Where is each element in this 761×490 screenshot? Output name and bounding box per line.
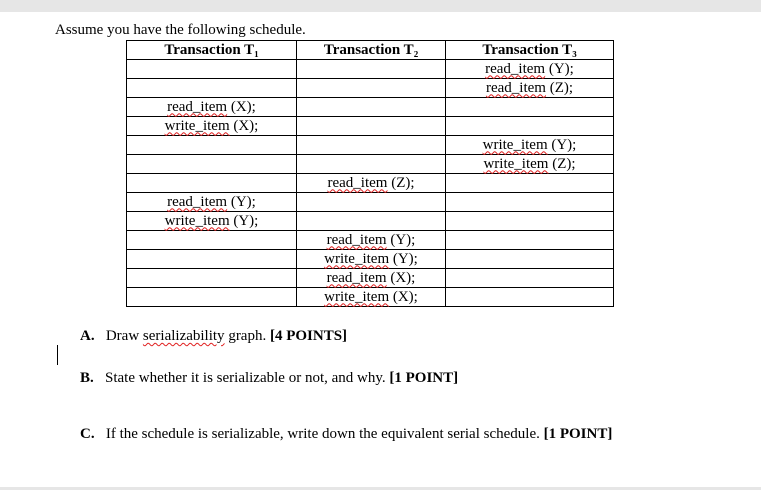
- table-cell: write_item (Z);: [445, 154, 614, 174]
- table-cell: [126, 249, 297, 269]
- table-cell: [445, 116, 614, 136]
- table-cell: read_item (Y);: [445, 59, 614, 79]
- operation-text: read_item (Y);: [167, 193, 256, 210]
- table-cell: read_item (Z);: [445, 78, 614, 98]
- question-letter: C.: [80, 426, 95, 442]
- question-letter: A.: [80, 328, 95, 344]
- table-row: read_item (Y);: [126, 192, 614, 212]
- question-points: [1 POINT]: [389, 370, 459, 386]
- table-cell: read_item (Y);: [296, 230, 446, 250]
- table-cell: read_item (X);: [296, 268, 446, 288]
- question-points: [1 POINT]: [543, 426, 613, 442]
- table-row: read_item (X);: [126, 97, 614, 117]
- table-cell: [296, 154, 446, 174]
- table-cell: [296, 78, 446, 98]
- document-page[interactable]: Assume you have the following schedule. …: [0, 12, 761, 487]
- question-text: Draw serializability graph.: [105, 328, 267, 344]
- column-header: Transaction T₂: [296, 40, 446, 60]
- table-row: write_item (Z);: [126, 154, 614, 174]
- table-cell: write_item (X);: [296, 287, 446, 307]
- operation-text: read_item (Y);: [485, 60, 574, 77]
- operation-text: read_item (Z);: [485, 79, 574, 96]
- table-row: write_item (Y);: [126, 249, 614, 269]
- table-cell: write_item (X);: [126, 116, 297, 136]
- table-cell: [126, 230, 297, 250]
- operation-text: read_item (X);: [326, 269, 416, 286]
- table-cell: [126, 154, 297, 174]
- table-cell: read_item (Y);: [126, 192, 297, 212]
- table-cell: [126, 287, 297, 307]
- table-row: read_item (Y);: [126, 230, 614, 250]
- table-cell: [445, 268, 614, 288]
- operation-text: write_item (X);: [164, 117, 259, 134]
- table-cell: [126, 135, 297, 155]
- table-cell: [126, 59, 297, 79]
- question-a: A. Draw serializability graph. [4 POINTS…: [80, 328, 347, 345]
- table-cell: [126, 268, 297, 288]
- operation-text: write_item (Y);: [164, 212, 259, 229]
- operation-text: read_item (X);: [167, 98, 256, 115]
- table-cell: [445, 192, 614, 212]
- question-c: C. If the schedule is serializable, writ…: [80, 426, 612, 443]
- table-cell: write_item (Y);: [445, 135, 614, 155]
- table-cell: [445, 230, 614, 250]
- table-cell: [126, 173, 297, 193]
- table-cell: [445, 249, 614, 269]
- table-row: read_item (Z);: [126, 78, 614, 98]
- table-row: read_item (Z);: [126, 173, 614, 193]
- text-cursor: [57, 345, 58, 365]
- column-header: Transaction T₁: [126, 40, 297, 60]
- table-cell: [296, 97, 446, 117]
- column-header: Transaction T₃: [445, 40, 614, 60]
- question-text: If the schedule is serializable, write d…: [105, 426, 540, 442]
- table-cell: [296, 135, 446, 155]
- table-cell: [445, 173, 614, 193]
- table-cell: [445, 211, 614, 231]
- question-points: [4 POINTS]: [269, 328, 348, 344]
- table-cell: write_item (Y);: [126, 211, 297, 231]
- operation-text: write_item (Z);: [483, 155, 576, 172]
- table-row: write_item (X);: [126, 116, 614, 136]
- schedule-table: Transaction T₁ Transaction T₂ Transaction …: [126, 40, 614, 307]
- table-cell: [126, 78, 297, 98]
- question-letter: B.: [80, 370, 94, 386]
- table-row: write_item (Y);: [126, 135, 614, 155]
- operation-text: read_item (Y);: [326, 231, 416, 248]
- intro-text: Assume you have the following schedule.: [55, 22, 306, 38]
- question-text: State whether it is serializable or not,…: [105, 370, 386, 386]
- table-cell: [296, 211, 446, 231]
- table-cell: [445, 97, 614, 117]
- operation-text: read_item (Z);: [327, 174, 415, 191]
- question-b: B. State whether it is serializable or n…: [80, 370, 458, 387]
- table-cell: [296, 59, 446, 79]
- operation-text: write_item (Y);: [482, 136, 577, 153]
- table-cell: [296, 192, 446, 212]
- table-cell: write_item (Y);: [296, 249, 446, 269]
- operation-text: write_item (Y);: [324, 250, 418, 267]
- table-cell: read_item (X);: [126, 97, 297, 117]
- table-cell: [445, 287, 614, 307]
- table-row: write_item (Y);: [126, 211, 614, 231]
- table-row: write_item (X);: [126, 287, 614, 307]
- table-cell: read_item (Z);: [296, 173, 446, 193]
- table-row: read_item (Y);: [126, 59, 614, 79]
- table-cell: [296, 116, 446, 136]
- table-row: read_item (X);: [126, 268, 614, 288]
- operation-text: write_item (X);: [324, 288, 418, 305]
